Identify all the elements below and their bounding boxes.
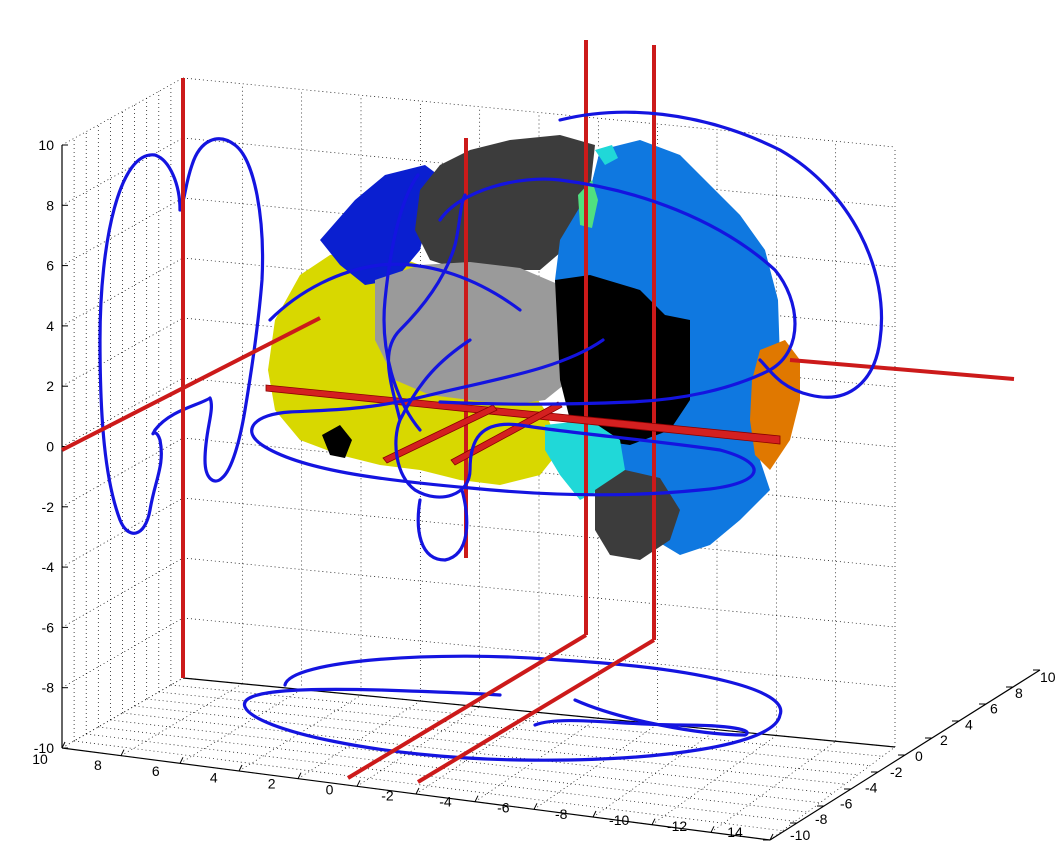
z-tick-label: 2 [46,378,54,394]
crosshair-floor-2 [416,638,656,784]
z-tick-label: 6 [46,258,54,274]
x-tick-label: 8 [94,757,102,773]
grid-line [182,197,896,268]
grid-line [182,557,896,628]
y-tick-label: 0 [915,748,923,764]
x-tick-label: -2 [381,788,394,804]
grid-line [182,497,896,568]
grid-line [592,729,718,818]
z-tick-label: -8 [42,680,55,696]
grid-line [356,706,480,787]
grid-line [182,137,896,208]
z-tick-label: 4 [46,318,54,334]
x-tick-label: -4 [439,794,452,810]
x-tick-label: 6 [152,763,160,779]
x-tick-mark [120,749,125,756]
grid-line [710,740,836,833]
z-tick-label: -10 [34,740,54,756]
y-tick-label: 4 [965,716,973,732]
x-tick-label: 10 [32,751,48,767]
grid-line [297,700,421,779]
y-tick-label: 8 [1015,685,1023,701]
crosshair-bar-depth-1 [382,404,498,464]
x-tick-mark [415,787,420,795]
y-tick-label: 2 [940,732,948,748]
x-tick-label: -8 [555,806,568,822]
grid-line [651,735,777,825]
y-tick-label: 6 [990,701,998,717]
y-tick-label: -10 [790,827,810,843]
grid-line [61,677,184,749]
trajectory-3d [250,110,884,562]
grid-line [179,689,302,764]
y-tick-label: -8 [815,811,828,827]
dark-gray-region [415,135,595,270]
z-tick-label: 8 [46,197,54,213]
x-tick-mark [533,803,538,810]
cyan-region-top [595,145,618,165]
y-tick-label: -6 [840,795,853,811]
z-tick-label: 0 [46,439,54,455]
grid-line [182,437,896,508]
y-tick-labels: -10 -8 -6 -4 -2 0 2 4 6 8 10 [763,669,1055,843]
y-tick-label: -2 [890,764,903,780]
z-tick-label: 10 [38,137,54,153]
grid-line [182,617,896,688]
grid-line [61,497,184,568]
x-tick-labels: 10 8 6 4 2 0 -2 -4 -6 -8 -10 -12 14 [32,741,774,841]
crosshair-bar-depth-2 [450,401,563,466]
brain-surface [268,135,800,560]
trajectory-left-wall-projection [98,137,265,535]
x-tick-label: -12 [667,818,687,834]
grid-line [61,557,184,628]
x-tick-mark [592,810,597,818]
grid-line [158,691,871,766]
x-tick-label: 2 [268,775,276,791]
grid-line [120,683,243,756]
x-tick-mark [651,818,656,825]
x-tick-mark [769,833,774,841]
grid-line [415,712,540,795]
x-tick-label: 0 [326,781,334,797]
grid-line [61,617,184,689]
crosshair-horizontal-left [61,316,321,452]
x-tick-mark [238,764,243,772]
grid-line [182,77,896,148]
y-tick-label: -4 [865,780,878,796]
y-tick-label: 10 [1040,669,1055,685]
z-tick-label: -6 [42,619,55,635]
grid-left-wall [61,77,184,749]
x-tick-mark [61,741,66,749]
grid-line [474,717,599,802]
small-black-region [322,425,352,458]
z-tick-labels: 10 8 6 4 2 0 -2 -4 -6 -8 -10 [34,137,68,756]
dark-blue-region [320,165,445,285]
trajectory-floor-projection [242,654,783,762]
crosshair-floor-1 [346,633,588,780]
z-tick-label: -2 [42,499,55,515]
x-tick-label: 4 [210,769,218,785]
x-tick-label: -6 [497,800,510,816]
z-tick-label: -4 [42,559,55,575]
x-tick-mark [297,772,302,779]
crosshair-horizontal-right [789,358,1015,381]
x-tick-mark [179,757,184,764]
x-tick-label: -10 [609,812,629,828]
grid-line [61,77,184,146]
x-tick-mark [474,795,479,802]
x-tick-label: 14 [727,824,743,840]
x-tick-mark [356,780,361,787]
x-tick-mark [710,826,715,833]
light-gray-region [375,262,575,405]
